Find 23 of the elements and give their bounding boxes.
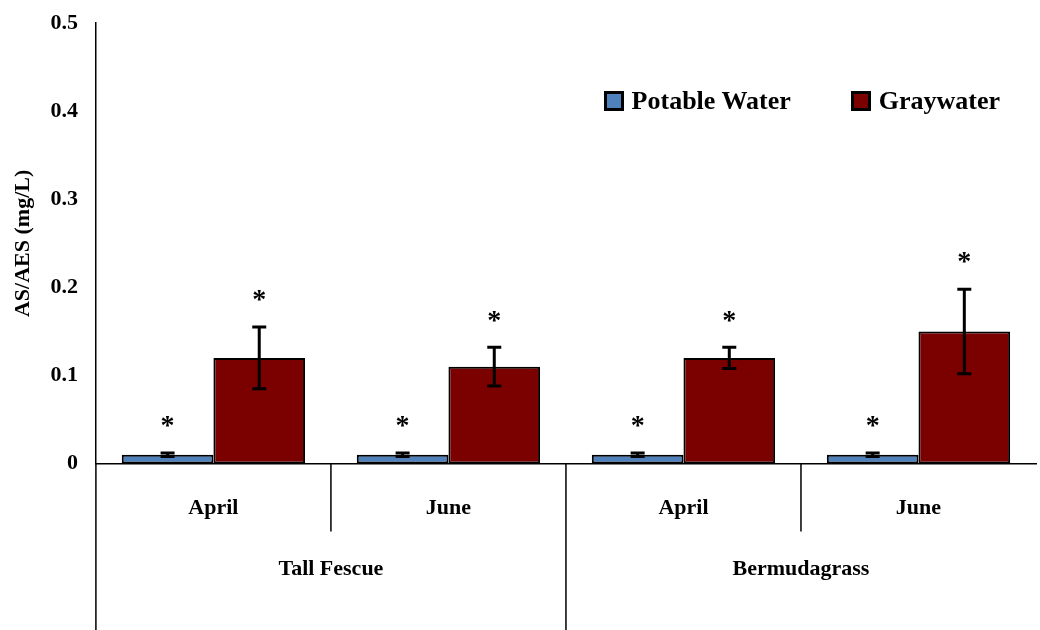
y-tick-label: 0.3 bbox=[50, 185, 78, 211]
x-tick-label: June bbox=[895, 494, 942, 520]
text: Tall Fescue bbox=[278, 555, 384, 581]
legend-label: Graywater bbox=[878, 86, 1000, 116]
data-label: * bbox=[160, 409, 175, 441]
y-axis-title: AS/AES (mg/L) bbox=[8, 169, 34, 318]
y-tick-label: 0 bbox=[66, 449, 78, 475]
x-tick-label: April bbox=[188, 494, 239, 520]
data-label: * bbox=[957, 245, 972, 277]
data-label: * bbox=[865, 409, 880, 441]
legend-label: Potable Water bbox=[631, 86, 791, 116]
x-tick-label: April bbox=[658, 494, 709, 520]
y-tick-label: 0.5 bbox=[50, 8, 78, 34]
y-tick-label: 0.1 bbox=[50, 361, 78, 387]
text: Bermudagrass bbox=[732, 555, 870, 581]
data-label: * bbox=[630, 409, 645, 441]
x-tick-label: June bbox=[425, 494, 472, 520]
data-label: * bbox=[487, 303, 502, 335]
data-label: * bbox=[395, 409, 410, 441]
data-label: * bbox=[722, 303, 737, 335]
y-tick-label: 0.2 bbox=[50, 273, 78, 299]
y-tick-label: 0.4 bbox=[50, 96, 78, 122]
data-label: * bbox=[252, 283, 267, 315]
